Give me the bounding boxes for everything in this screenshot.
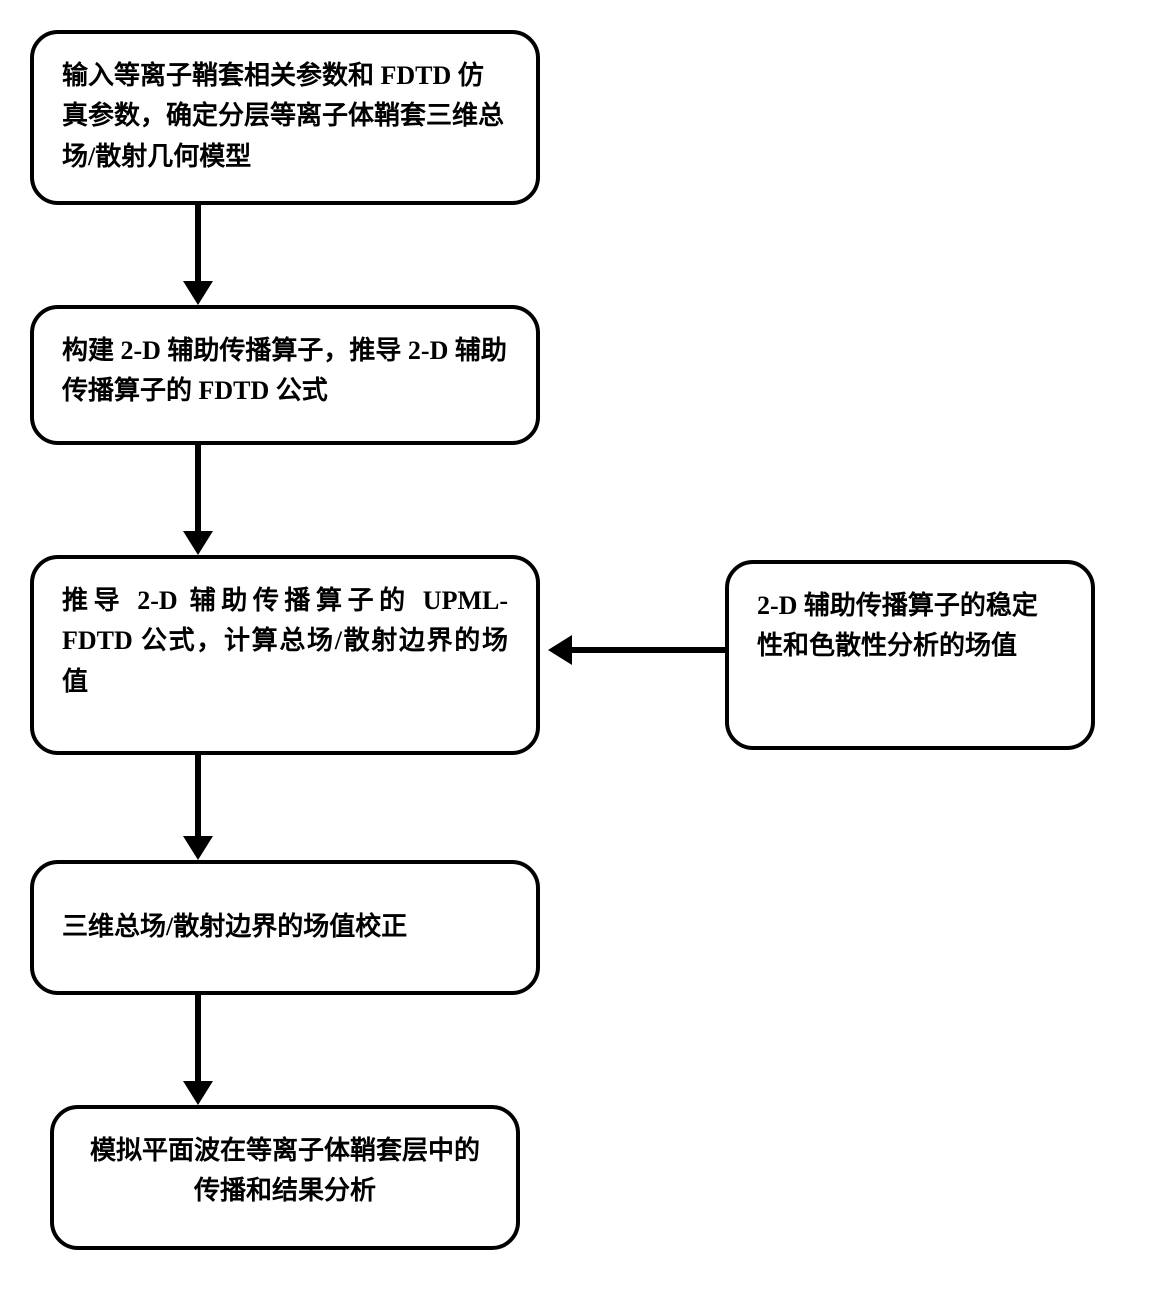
node-text: 推导 2-D 辅助传播算子的 UPML-FDTD 公式，计算总场/散射边界的场值 xyxy=(62,586,508,696)
node-derive-upml: 推导 2-D 辅助传播算子的 UPML-FDTD 公式，计算总场/散射边界的场值 xyxy=(30,555,540,755)
node-construct-2d: 构建 2-D 辅助传播算子，推导 2-D 辅助传播算子的 FDTD 公式 xyxy=(30,305,540,445)
node-simulate-result: 模拟平面波在等离子体鞘套层中的传播和结果分析 xyxy=(50,1105,520,1250)
node-field-correction: 三维总场/散射边界的场值校正 xyxy=(30,860,540,995)
node-stability-analysis: 2-D 辅助传播算子的稳定性和色散性分析的场值 xyxy=(725,560,1095,750)
node-text: 2-D 辅助传播算子的稳定性和色散性分析的场值 xyxy=(757,591,1038,660)
node-input-params: 输入等离子鞘套相关参数和 FDTD 仿真参数，确定分层等离子体鞘套三维总场/散射… xyxy=(30,30,540,205)
flowchart-container: 输入等离子鞘套相关参数和 FDTD 仿真参数，确定分层等离子体鞘套三维总场/散射… xyxy=(30,30,1130,1280)
node-text: 三维总场/散射边界的场值校正 xyxy=(62,907,407,947)
node-text: 模拟平面波在等离子体鞘套层中的传播和结果分析 xyxy=(90,1136,480,1205)
node-text: 构建 2-D 辅助传播算子，推导 2-D 辅助传播算子的 FDTD 公式 xyxy=(62,336,507,405)
node-text: 输入等离子鞘套相关参数和 FDTD 仿真参数，确定分层等离子体鞘套三维总场/散射… xyxy=(62,61,504,171)
